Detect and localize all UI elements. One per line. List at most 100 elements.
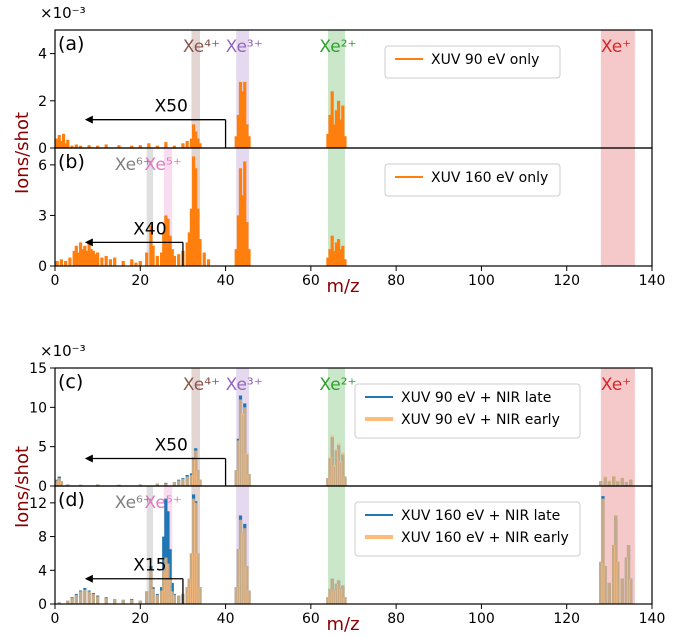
- data-bar: [234, 587, 238, 604]
- data-bar: [149, 570, 153, 604]
- data-bar: [241, 91, 245, 148]
- data-bar: [166, 563, 170, 604]
- data-bar: [599, 481, 603, 486]
- legend-box: [384, 163, 561, 197]
- data-bar: [96, 252, 100, 266]
- data-bar: [89, 249, 93, 266]
- data-bar: [328, 114, 332, 148]
- highlight-band: [327, 486, 345, 604]
- data-bar: [164, 483, 168, 486]
- data-bar: [64, 143, 68, 148]
- data-bar: [236, 549, 240, 604]
- data-bar: [113, 598, 117, 604]
- band-label: Xe⁶⁺: [115, 493, 152, 513]
- legend-label: XUV 90 eV only: [431, 52, 539, 68]
- y-tick-label: 0: [38, 597, 47, 613]
- data-bar: [149, 225, 153, 266]
- data-bar: [236, 114, 240, 148]
- multiplier-label: X50: [155, 97, 188, 117]
- data-bar: [78, 242, 83, 266]
- data-bar: [151, 588, 155, 604]
- data-bar: [145, 252, 149, 266]
- data-bar: [181, 478, 185, 486]
- data-bar: [330, 434, 334, 486]
- data-bar: [334, 110, 339, 148]
- data-bar: [155, 483, 159, 486]
- data-bar: [332, 250, 336, 266]
- multiplier-arrowhead: [84, 115, 93, 124]
- data-bar: [134, 262, 138, 266]
- data-bar: [624, 481, 629, 486]
- data-bar: [91, 250, 95, 266]
- top-y-axis-label: Ions/shot: [12, 112, 33, 194]
- data-bar: [245, 566, 249, 604]
- data-bar: [194, 168, 198, 266]
- legend-label: XUV 160 eV + NIR early: [401, 530, 569, 546]
- data-bar: [130, 259, 134, 266]
- data-bar: [55, 260, 59, 266]
- data-bar: [341, 105, 345, 148]
- data-bar: [339, 460, 343, 486]
- y-tick-label: 4: [38, 563, 47, 579]
- data-bar: [601, 498, 605, 604]
- data-bar: [603, 475, 607, 486]
- y-tick-label: 8: [38, 530, 47, 546]
- data-bar: [198, 587, 202, 604]
- data-bar: [241, 195, 245, 266]
- x-tick-label: 0: [51, 611, 60, 627]
- data-bar: [74, 144, 78, 148]
- panel-tag: (c): [58, 371, 83, 393]
- data-bar: [334, 242, 339, 266]
- data-bar: [160, 252, 164, 266]
- data-bar: [607, 582, 611, 604]
- data-bar: [332, 124, 336, 148]
- data-bar: [100, 257, 104, 266]
- data-bar: [234, 470, 238, 486]
- data-bar: [93, 254, 98, 266]
- data-bar: [85, 250, 89, 266]
- data-bar: [343, 136, 347, 148]
- data-bar: [189, 553, 194, 604]
- data-bar: [168, 578, 172, 604]
- data-bar: [162, 232, 166, 266]
- data-bar: [108, 259, 113, 266]
- data-bar: [117, 145, 121, 148]
- highlight-band: [146, 148, 154, 266]
- data-bar: [138, 484, 142, 486]
- y-tick-label: 15: [29, 361, 47, 377]
- legend-box: [354, 501, 581, 557]
- data-bar: [234, 249, 238, 266]
- x-tick-label: 20: [131, 611, 149, 627]
- axes-frame: [54, 147, 653, 267]
- data-bar: [624, 557, 629, 604]
- panel-tag: (d): [58, 489, 85, 511]
- highlight-band: [600, 148, 635, 266]
- data-bar: [55, 138, 59, 148]
- data-bar: [66, 139, 70, 148]
- data-bar: [162, 570, 166, 604]
- data-bar: [330, 235, 334, 266]
- data-bar: [243, 81, 247, 148]
- data-bar: [332, 590, 336, 604]
- data-bar: [336, 239, 341, 266]
- data-bar: [121, 599, 125, 604]
- data-bar: [607, 480, 611, 486]
- data-bar: [194, 502, 198, 604]
- data-bar: [620, 477, 624, 486]
- data-bar: [198, 479, 202, 486]
- data-bar: [177, 254, 181, 266]
- data-bar: [341, 245, 345, 266]
- data-bar: [172, 594, 176, 604]
- x-tick-label: 80: [387, 611, 405, 627]
- data-bar: [87, 244, 91, 266]
- data-bar: [96, 145, 100, 148]
- data-bar: [189, 138, 194, 148]
- data-bar: [81, 249, 85, 266]
- data-bar: [326, 257, 330, 266]
- data-bar: [87, 591, 91, 604]
- data-bar: [247, 474, 251, 486]
- data-bar: [145, 591, 149, 604]
- band-label: Xe³⁺: [226, 37, 263, 57]
- data-bar: [336, 442, 341, 486]
- data-bar: [181, 143, 185, 148]
